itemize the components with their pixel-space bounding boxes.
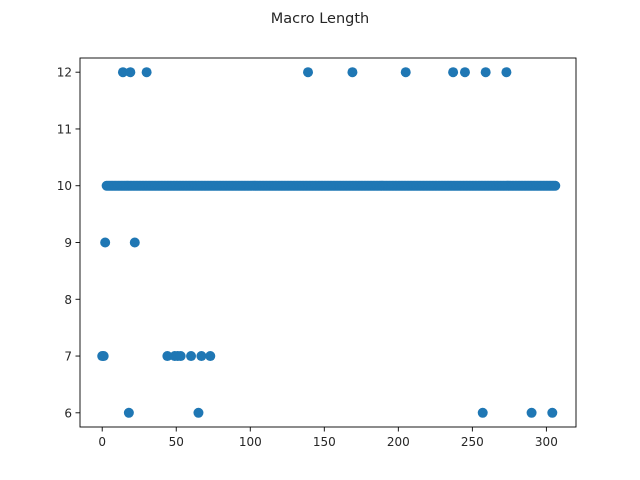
data-point [129,237,140,248]
x-tick-label: 300 [535,435,558,449]
data-point [100,237,111,248]
data-point [193,407,204,418]
data-point [186,351,197,362]
data-point [162,351,173,362]
data-point [196,351,207,362]
data-point [477,407,488,418]
x-tick-label: 150 [313,435,336,449]
plot-frame [79,57,577,428]
data-point [550,180,561,191]
data-point [125,67,136,78]
data-point [480,67,491,78]
data-point [303,67,314,78]
data-points [97,67,561,418]
data-point [547,407,558,418]
data-point [175,351,186,362]
data-point [98,351,109,362]
data-point [501,67,512,78]
x-tick-label: 0 [98,435,106,449]
x-tick-label: 200 [387,435,410,449]
y-tick-label: 10 [57,179,72,193]
data-point [123,407,134,418]
x-tick-label: 100 [239,435,262,449]
x-tick-label: 50 [169,435,184,449]
data-point [205,351,216,362]
data-point [448,67,459,78]
y-tick-label: 12 [57,66,72,80]
x-axis: 0 50 100 150 200 250 300 [98,427,558,449]
data-point [526,407,537,418]
data-point [141,67,152,78]
data-point [117,67,128,78]
data-point [347,67,358,78]
y-tick-label: 8 [64,293,72,307]
data-point [459,67,470,78]
y-tick-label: 11 [57,122,72,136]
data-point [400,67,411,78]
x-tick-label: 250 [461,435,484,449]
y-tick-label: 6 [64,406,72,420]
y-tick-label: 7 [64,350,72,364]
y-axis: 6 7 8 9 10 11 12 [57,66,80,420]
chart-title: Macro Length [271,11,370,27]
y-tick-label: 9 [64,236,72,250]
